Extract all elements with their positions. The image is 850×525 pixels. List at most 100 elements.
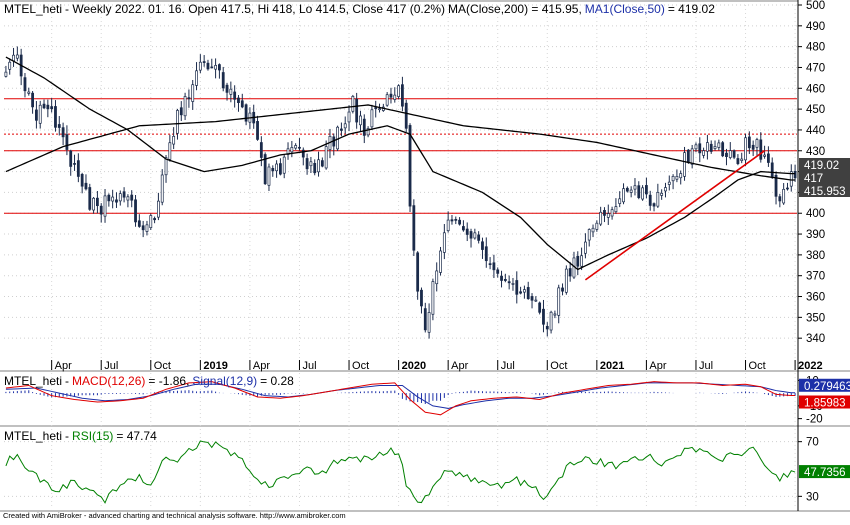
candle-141 [542, 299, 545, 333]
candle-126 [484, 237, 488, 268]
candle-33 [130, 190, 134, 208]
candle-172 [660, 189, 664, 200]
candle-60 [233, 85, 237, 108]
candle-167 [641, 185, 644, 201]
price-tick-label-12: 460 [806, 83, 825, 95]
candle-122 [469, 228, 473, 248]
candle-157 [603, 207, 606, 223]
candle-47 [183, 92, 187, 121]
price-tick-label-3: 370 [806, 271, 825, 283]
candle-8 [35, 101, 38, 129]
candle-40 [157, 192, 160, 221]
ma200-label: MA(Close,200) = 415.95, [448, 2, 582, 16]
candle-165 [633, 178, 637, 196]
candle-187 [717, 139, 721, 151]
candle-125 [481, 237, 484, 259]
candle-96 [370, 104, 374, 131]
candle-202 [774, 171, 778, 205]
time-tick-label-5: Jul [302, 360, 316, 372]
time-tick-label-4: Apr [253, 360, 270, 372]
price-tick-label-5: 390 [806, 229, 825, 241]
candle-121 [465, 222, 469, 242]
candle-50 [195, 62, 198, 91]
price-tick-label-9: 430 [806, 146, 825, 158]
candle-34 [134, 194, 137, 227]
price-tick-label-10: 440 [806, 125, 825, 137]
candle-163 [625, 186, 629, 193]
rsi-value: = 47.74 [116, 429, 157, 443]
rsi-tick-label-1: 30 [806, 491, 819, 503]
candle-147 [564, 265, 568, 295]
candle-140 [538, 301, 542, 315]
price-tick-label-16: 500 [806, 0, 825, 12]
candle-188 [721, 140, 725, 158]
macd-symbol: MTEL_heti [4, 374, 62, 388]
candle-106 [408, 123, 412, 212]
candle-205 [786, 182, 789, 191]
candle-171 [656, 183, 660, 208]
svg-text:415.953: 415.953 [804, 186, 846, 198]
candle-185 [709, 140, 713, 154]
signal-label: Signal(12,9) [192, 374, 257, 388]
candle-168 [645, 177, 648, 199]
candle-120 [462, 220, 465, 232]
candle-119 [458, 217, 461, 226]
candle-48 [187, 89, 191, 108]
candle-59 [229, 81, 233, 103]
candle-146 [561, 283, 564, 296]
candle-92 [355, 92, 359, 129]
candle-16 [65, 125, 69, 156]
candle-3 [15, 46, 19, 62]
candle-158 [606, 204, 610, 225]
candle-161 [618, 191, 622, 208]
ma50-label: MA1(Close,50) [585, 2, 665, 16]
candle-41 [160, 169, 164, 206]
time-tick-label-8: Apr [451, 360, 468, 372]
candle-199 [763, 145, 766, 159]
price-tick-label-1: 350 [806, 312, 825, 324]
candle-82 [317, 151, 320, 177]
candle-131 [503, 273, 507, 283]
candle-191 [732, 149, 736, 160]
candle-9 [38, 100, 42, 129]
candle-196 [751, 140, 755, 157]
candle-152 [584, 233, 587, 259]
candle-139 [534, 296, 538, 302]
candle-91 [351, 94, 355, 114]
pane-frames [0, 0, 850, 512]
candle-7 [31, 91, 34, 114]
price-tick-label-15: 490 [806, 21, 825, 33]
candle-62 [240, 93, 244, 109]
svg-text:0.279463: 0.279463 [804, 381, 850, 393]
candle-194 [744, 133, 747, 167]
candle-95 [366, 126, 370, 138]
candle-53 [206, 59, 210, 71]
candle-68 [263, 152, 267, 185]
candle-21 [84, 174, 88, 191]
time-tick-label-3: 2019 [203, 360, 227, 372]
candle-17 [69, 149, 73, 176]
macd-label: MACD(12,26) [72, 374, 145, 388]
candle-26 [103, 189, 107, 223]
candle-30 [118, 190, 122, 206]
candle-164 [629, 186, 633, 198]
price-tick-label-0: 340 [806, 333, 825, 345]
candle-78 [301, 147, 305, 166]
time-tick-label-0: Apr [55, 360, 72, 372]
candle-93 [359, 110, 362, 131]
candle-43 [168, 134, 172, 162]
candle-75 [290, 140, 294, 158]
price-trendline [584, 150, 766, 281]
candle-166 [637, 181, 641, 200]
candle-72 [279, 158, 282, 176]
candle-151 [580, 247, 583, 271]
candle-79 [305, 153, 309, 175]
candle-204 [782, 183, 786, 205]
signal-value-tag: 0.279463 [799, 378, 850, 393]
time-tick-label-7: 2020 [402, 360, 426, 372]
candle-24 [96, 190, 99, 214]
candle-193 [740, 152, 744, 164]
macd-value: = -1.86, [148, 374, 189, 388]
candle-27 [107, 193, 111, 207]
